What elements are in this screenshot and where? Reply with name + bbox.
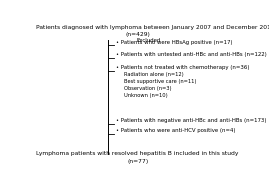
Text: • Patients with untested anti-HBc and anti-HBs (n=122): • Patients with untested anti-HBc and an… <box>116 52 267 57</box>
Text: • Patients who were HBsAg positive (n=17): • Patients who were HBsAg positive (n=17… <box>116 40 232 45</box>
Text: Unknown (n=10): Unknown (n=10) <box>124 93 168 98</box>
Text: • Patients with negative anti-HBc and anti-HBs (n=173): • Patients with negative anti-HBc and an… <box>116 118 267 123</box>
Text: • Patients not treated with chemotherapy (n=36): • Patients not treated with chemotherapy… <box>116 65 249 70</box>
Text: Radiation alone (n=12): Radiation alone (n=12) <box>124 72 184 77</box>
Text: • Patients who were anti-HCV positive (n=4): • Patients who were anti-HCV positive (n… <box>116 128 235 134</box>
Text: Observation (n=3): Observation (n=3) <box>124 86 172 91</box>
Text: Patients diagnosed with lymphoma between January 2007 and December 2015: Patients diagnosed with lymphoma between… <box>36 25 269 30</box>
Text: Best supportive care (n=11): Best supportive care (n=11) <box>124 79 197 84</box>
Text: Lymphoma patients with resolved hepatitis B included in this study: Lymphoma patients with resolved hepatiti… <box>36 151 238 156</box>
Text: (n=429): (n=429) <box>125 32 150 37</box>
Text: (n=77): (n=77) <box>127 159 148 163</box>
Text: Excluded: Excluded <box>136 38 160 43</box>
